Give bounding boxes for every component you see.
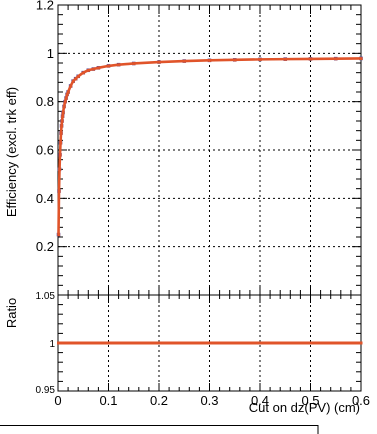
efficiency-curve bbox=[57, 57, 362, 235]
y-tick-label: 0.8 bbox=[36, 94, 54, 109]
ratio-point bbox=[359, 341, 363, 345]
ratio-point bbox=[208, 341, 211, 345]
x-tick-label: 0.2 bbox=[150, 393, 168, 408]
ratio-point bbox=[57, 341, 61, 345]
y-tick-label: 1 bbox=[47, 46, 54, 61]
x-tick-label: 0.3 bbox=[200, 393, 218, 408]
ratio-point bbox=[309, 341, 312, 345]
ratio-y-tick-label: 1 bbox=[49, 339, 55, 350]
data-point bbox=[359, 57, 363, 61]
y-tick-label: 0.6 bbox=[36, 143, 54, 158]
ratio-grid bbox=[108, 295, 311, 391]
efficiency-points bbox=[56, 56, 363, 237]
efficiency-panel: 0.2 0.4 0.6 0.8 1 1.2 Efficiency (excl. trk e… bbox=[4, 0, 363, 296]
data-point bbox=[57, 233, 61, 237]
efficiency-y-ticks: 0.2 0.4 0.6 0.8 1 1.2 bbox=[36, 0, 362, 296]
ratio-point bbox=[107, 341, 110, 345]
x-tick-label: 0.6 bbox=[352, 393, 370, 408]
efficiency-y-axis-title: Efficiency (excl. trk eff) bbox=[4, 87, 19, 217]
x-tick-label: 0 bbox=[54, 393, 61, 408]
x-axis-title: Cut on dz(PV) (cm) bbox=[249, 400, 360, 415]
ratio-ticks: 0.95 1 1.05 0 0.1 0.2 0.3 0.4 0.5 0.6 bbox=[36, 291, 371, 408]
ratio-points bbox=[57, 341, 363, 345]
ratio-point bbox=[258, 341, 262, 345]
ratio-y-axis-title: Ratio bbox=[4, 298, 19, 328]
ratio-point bbox=[61, 341, 65, 345]
legend-box bbox=[0, 425, 319, 434]
y-tick-label: 0.4 bbox=[36, 191, 54, 206]
ratio-point bbox=[81, 341, 85, 345]
y-tick-label: 0.2 bbox=[36, 239, 54, 254]
y-tick-label: 1.2 bbox=[36, 0, 54, 13]
x-tick-label: 0.4 bbox=[251, 393, 269, 408]
ratio-y-tick-label: 1.05 bbox=[36, 291, 56, 302]
ratio-point bbox=[157, 341, 161, 345]
x-tick-label: 0.5 bbox=[301, 393, 319, 408]
x-tick-label: 0.1 bbox=[99, 393, 117, 408]
ratio-panel: 0.95 1 1.05 0 0.1 0.2 0.3 0.4 0.5 0.6 Ratio Cut o… bbox=[4, 291, 370, 415]
ratio-y-tick-label: 0.95 bbox=[36, 385, 56, 396]
efficiency-grid bbox=[58, 5, 361, 295]
